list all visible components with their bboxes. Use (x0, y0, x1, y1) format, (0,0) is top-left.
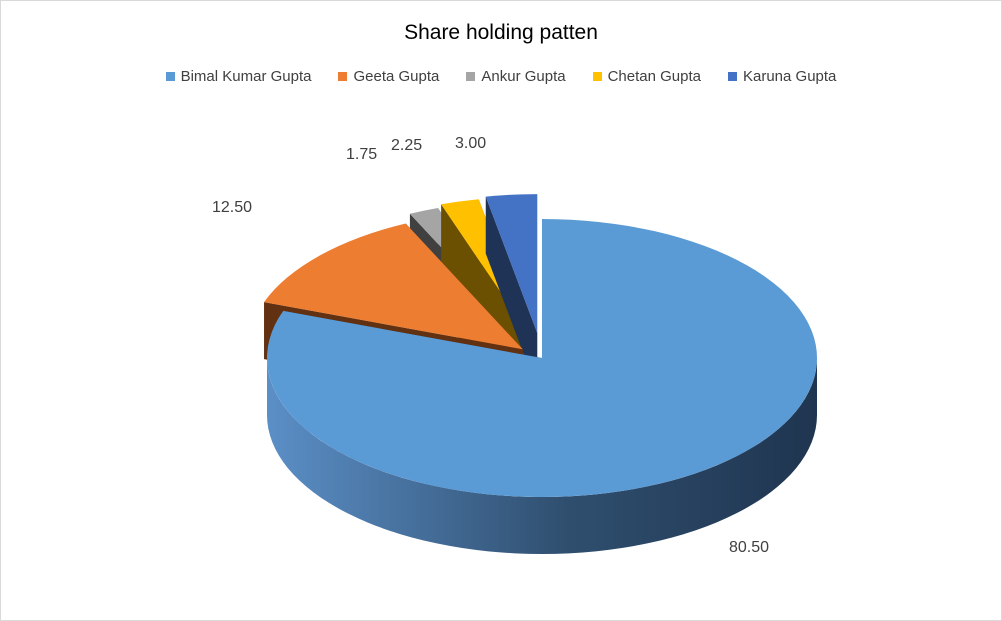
slice-cut-face (485, 196, 538, 391)
legend: Bimal Kumar Gupta Geeta Gupta Ankur Gupt… (1, 68, 1001, 85)
legend-label-karuna: Karuna Gupta (743, 68, 837, 85)
legend-item-chetan: Chetan Gupta (592, 68, 701, 85)
legend-label-chetan: Chetan Gupta (607, 68, 701, 85)
slice-top-face (485, 194, 538, 334)
slice-bimal-kumar-gupta (267, 219, 818, 554)
legend-item-ankur: Ankur Gupta (466, 68, 566, 85)
data-label-geeta-gupta: 12.50 (212, 199, 252, 216)
chart-title: Share holding patten (404, 21, 598, 44)
legend-swatch-bimal (165, 72, 175, 81)
slice-top-face (267, 219, 818, 498)
legend-label-ankur: Ankur Gupta (481, 68, 566, 85)
data-label-karuna-gupta: 3.00 (455, 135, 486, 152)
legend-label-geeta: Geeta Gupta (353, 68, 440, 85)
legend-label-bimal: Bimal Kumar Gupta (180, 68, 312, 85)
slice-top-face (264, 223, 523, 350)
legend-swatch-ankur (466, 72, 476, 81)
legend-swatch-karuna (728, 72, 737, 81)
legend-swatch-chetan (592, 72, 602, 81)
data-label-bimal-kumar-gupta: 80.50 (729, 539, 769, 556)
legend-item-geeta: Geeta Gupta (338, 68, 439, 85)
slice-rim (267, 358, 817, 554)
data-label-ankur-gupta: 1.75 (346, 146, 377, 163)
legend-item-karuna: Karuna Gupta (728, 68, 836, 85)
slice-karuna-gupta (485, 194, 538, 391)
legend-swatch-geeta (338, 72, 348, 81)
legend-item-bimal: Bimal Kumar Gupta (165, 68, 312, 85)
data-label-chetan-gupta: 2.25 (391, 137, 422, 154)
